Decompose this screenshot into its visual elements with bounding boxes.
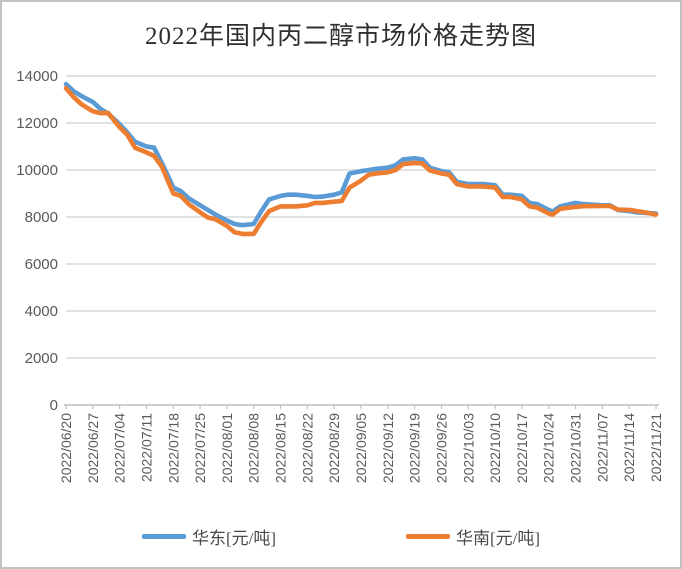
x-axis-label-2022/11/14: 2022/11/14 <box>621 413 637 482</box>
x-axis-label-2022/06/20: 2022/06/20 <box>58 413 74 483</box>
y-axis-label-4000: 4000 <box>25 303 58 320</box>
x-axis-label-2022/07/25: 2022/07/25 <box>192 413 208 483</box>
y-axis-label-12000: 12000 <box>16 115 58 132</box>
y-axis-label-0: 0 <box>50 397 58 414</box>
x-axis-label-2022/08/01: 2022/08/01 <box>219 413 235 483</box>
x-axis-label-2022/08/22: 2022/08/22 <box>299 413 315 483</box>
huadong-legend-label: 华东[元/吨] <box>191 529 276 548</box>
huadong-line-swatch <box>141 534 186 539</box>
y-axis-label-8000: 8000 <box>25 209 58 226</box>
x-axis-label-2022/08/08: 2022/08/08 <box>246 413 262 483</box>
x-axis-label-2022/08/15: 2022/08/15 <box>273 413 289 483</box>
x-axis-label-2022/09/26: 2022/09/26 <box>433 413 449 483</box>
x-axis-label-2022/09/05: 2022/09/05 <box>353 413 369 483</box>
series-line-huadong <box>63 81 659 228</box>
x-axis-label-2022/07/11: 2022/07/11 <box>138 413 154 482</box>
y-axis-label-6000: 6000 <box>25 256 58 273</box>
chart-title: 2022年国内丙二醇市场价格走势图 <box>144 23 537 50</box>
x-axis-label-2022/09/19: 2022/09/19 <box>407 413 423 483</box>
x-axis-label-2022/11/07: 2022/11/07 <box>594 413 610 482</box>
x-axis-label-2022/10/17: 2022/10/17 <box>514 413 530 483</box>
chart-legend: 华东[元/吨] 华南[元/吨] <box>2 524 680 549</box>
x-axis-label-2022/10/10: 2022/10/10 <box>487 413 503 483</box>
y-axis-label-14000: 14000 <box>16 68 58 85</box>
x-axis-label-2022/08/29: 2022/08/29 <box>326 413 342 483</box>
x-axis-label-2022/07/04: 2022/07/04 <box>112 413 128 483</box>
legend-item-huadong: 华东[元/吨] <box>141 524 276 549</box>
x-axis-label-2022/10/03: 2022/10/03 <box>460 413 476 483</box>
x-axis-label-2022/07/18: 2022/07/18 <box>165 413 181 483</box>
x-axis-label-2022/11/21: 2022/11/21 <box>648 413 664 482</box>
huanan-legend-label: 华南[元/吨] <box>456 529 541 548</box>
x-axis-label-2022/09/12: 2022/09/12 <box>380 413 396 483</box>
x-axis-label-2022/06/27: 2022/06/27 <box>85 413 101 483</box>
huanan-line-swatch <box>406 534 450 539</box>
x-axis-label-2022/10/31: 2022/10/31 <box>568 413 584 483</box>
legend-item-huanan: 华南[元/吨] <box>406 524 540 549</box>
y-axis-label-2000: 2000 <box>25 350 58 367</box>
y-axis-label-10000: 10000 <box>16 162 58 179</box>
series-line-huanan <box>63 85 659 237</box>
x-axis-label-2022/10/24: 2022/10/24 <box>541 413 557 483</box>
